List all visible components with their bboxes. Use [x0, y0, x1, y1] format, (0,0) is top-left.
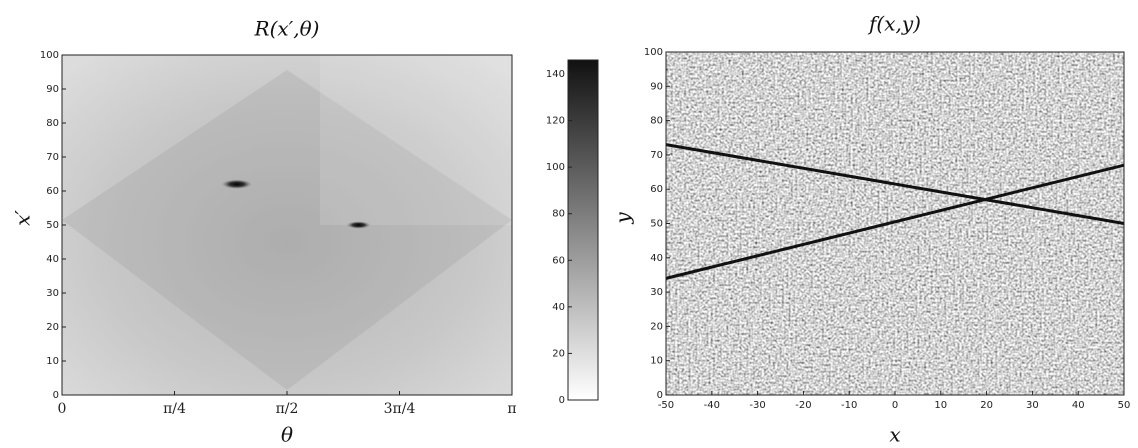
y-axis-label: y [611, 212, 635, 225]
colorbar-tick-label: 80 [552, 209, 565, 220]
colorbar-tick-label: 20 [552, 348, 565, 359]
y-tick-label: 70 [46, 152, 59, 163]
y-tick-label: 30 [46, 288, 59, 299]
noise-image [666, 52, 1124, 395]
y-tick-label: 40 [650, 253, 663, 264]
colorbar-tick-label: 140 [546, 69, 565, 80]
colorbar [567, 59, 599, 401]
heatmap-background [62, 55, 512, 395]
colorbar-tick-label: 40 [552, 302, 565, 313]
x-tick-label: 0 [892, 400, 898, 411]
x-tick-label: 30 [1026, 400, 1039, 411]
y-tick-label: 80 [650, 116, 663, 127]
colorbar-tick-label: 0 [559, 395, 565, 406]
x-tick-label: -30 [749, 400, 765, 411]
y-tick-label: 10 [46, 356, 59, 367]
x-tick-label: π/4 [163, 401, 186, 417]
left-panel [62, 55, 512, 395]
peak [346, 221, 371, 229]
colorbar-tick-label: 60 [552, 255, 565, 266]
right-panel [666, 52, 1124, 395]
x-axis-label: x [889, 423, 900, 447]
x-tick-label: 10 [934, 400, 947, 411]
x-tick-label: 20 [980, 400, 993, 411]
line [665, 163, 1125, 280]
y-tick-label: 90 [650, 81, 663, 92]
y-tick-label: 50 [46, 220, 59, 231]
y-tick-label: 0 [657, 390, 663, 401]
x-tick-label: 50 [1118, 400, 1131, 411]
x-axis-label: θ [281, 423, 293, 447]
x-tick-label: -10 [841, 400, 857, 411]
y-tick-label: 20 [650, 321, 663, 332]
chart-title: f(x,y) [867, 12, 921, 36]
y-tick-label: 80 [46, 118, 59, 129]
y-tick-label: 100 [40, 50, 59, 61]
y-tick-label: 40 [46, 254, 59, 265]
line [665, 143, 1125, 225]
x-tick-label: 40 [1072, 400, 1085, 411]
x-tick-label: π [507, 401, 516, 417]
x-tick-label: 0 [58, 401, 67, 417]
x-tick-label: -40 [704, 400, 720, 411]
y-tick-label: 60 [46, 186, 59, 197]
y-tick-label: 10 [650, 356, 663, 367]
x-tick-label: -20 [795, 400, 811, 411]
heatmap-texture [62, 70, 512, 390]
colorbar-tick-label: 120 [546, 116, 565, 127]
y-tick-label: 100 [644, 47, 663, 58]
watermark-block [320, 55, 512, 225]
y-tick-label: 50 [650, 219, 663, 230]
y-tick-label: 90 [46, 84, 59, 95]
y-tick-label: 20 [46, 322, 59, 333]
y-tick-label: 60 [650, 184, 663, 195]
chart-title: R(x′,θ) [254, 17, 320, 41]
y-tick-label: 30 [650, 287, 663, 298]
colorbar-tick-label: 100 [546, 162, 565, 173]
y-axis-label: x′ [11, 210, 35, 226]
x-tick-label: 3π/4 [384, 401, 416, 417]
y-tick-label: 0 [53, 390, 59, 401]
peak [221, 179, 253, 189]
x-tick-label: π/2 [276, 401, 299, 417]
x-tick-label: -50 [658, 400, 674, 411]
y-tick-label: 70 [650, 150, 663, 161]
